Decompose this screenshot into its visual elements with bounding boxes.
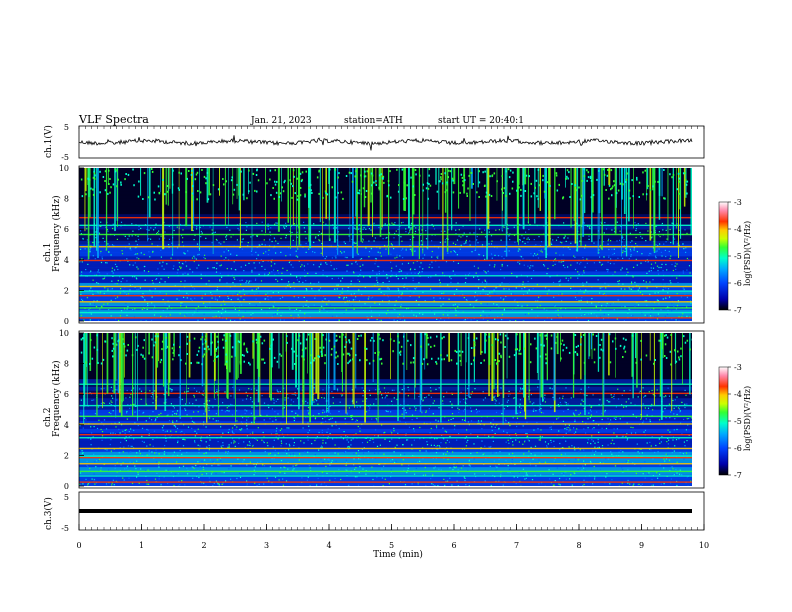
spec-ytick: 10 (59, 329, 69, 338)
ch2-spec-ylabel: Frequency (kHz) (51, 360, 62, 437)
ch2-spec-chlabel: ch.2 (43, 408, 53, 427)
ch1-spec-chlabel: ch.1 (43, 243, 53, 262)
x-tick-label: 8 (576, 541, 581, 550)
spec-ytick: 8 (64, 195, 69, 204)
ch1-waveform-line (79, 135, 693, 151)
colorbar-tick: -4 (734, 390, 742, 399)
colorbar-tick: -6 (734, 444, 742, 453)
ch3-ytick-bottom: -5 (61, 524, 69, 533)
colorbar-tick: -3 (734, 198, 742, 207)
x-tick-label: 6 (451, 541, 456, 550)
ch3-ytick-top: 5 (64, 493, 69, 502)
colorbar-ch2: -3 -4 -5 -6 -7 log(PSD)(V²/Hz) (718, 363, 752, 480)
colorbar-ch1: -3 -4 -5 -6 -7 log(PSD)(V²/Hz) (718, 198, 752, 315)
spec-ytick: 8 (64, 360, 69, 369)
ch1-ytick-top: 5 (64, 123, 69, 132)
x-tick-label: 5 (389, 541, 394, 550)
ch1-ytick-bottom: -5 (61, 153, 69, 162)
x-tick-label: 2 (201, 541, 206, 550)
ch2-spectrogram-image (79, 333, 692, 486)
ch1-waveform-panel: 5 -5 ch.1(V) (43, 123, 705, 162)
date-label: Jan. 21, 2023 (250, 116, 312, 126)
colorbar-tick: -4 (734, 225, 742, 234)
x-tick-label: 4 (326, 541, 331, 550)
spec-ytick: 2 (64, 451, 69, 460)
x-axis: 0 1 2 3 4 5 6 7 8 9 10 (76, 126, 709, 550)
spec-ytick: 0 (64, 317, 69, 326)
x-tick-label: 9 (639, 541, 644, 550)
spec-ytick: 4 (64, 256, 69, 265)
start-time-label: start UT = 20:40:1 (438, 116, 524, 126)
ch2-spectrogram-panel: 0 2 4 6 8 10 ch.2 Frequency (kHz) (43, 329, 705, 491)
ch1-spectrogram-frame (78, 165, 705, 324)
spec-ytick: 2 (64, 286, 69, 295)
ch1-ylabel: ch.1(V) (43, 125, 54, 158)
colorbar-tick: -3 (734, 363, 742, 372)
spec-ytick: 4 (64, 421, 69, 430)
x-tick-label: 7 (514, 541, 519, 550)
figure-title: VLF Spectra (78, 113, 149, 126)
ch3-ylabel: ch.3(V) (43, 497, 54, 530)
ch1-spectrogram-panel: 0 2 4 6 8 10 ch.1 Frequency (kHz) (43, 164, 705, 326)
spec-ytick: 0 (64, 482, 69, 491)
ch3-waveform-line (79, 509, 692, 513)
ch2-spectrogram-frame (78, 330, 705, 489)
spec-ytick: 6 (64, 390, 69, 399)
x-axis-label: Time (min) (373, 549, 423, 560)
colorbar-tick: -5 (734, 417, 742, 426)
colorbar-ch2-label: log(PSD)(V²/Hz) (743, 386, 752, 451)
colorbar-ch2-gradient (718, 366, 729, 476)
colorbar-tick: -7 (734, 471, 742, 480)
colorbar-ch1-label: log(PSD)(V²/Hz) (743, 221, 752, 286)
ch1-spectrogram-image (79, 168, 692, 321)
colorbar-ch1-gradient (718, 201, 729, 311)
spec-ytick: 10 (59, 164, 69, 173)
station-label: station=ATH (344, 116, 403, 126)
x-tick-label: 3 (264, 541, 269, 550)
ch3-waveform-panel: 5 -5 ch.3(V) (43, 491, 705, 533)
x-tick-label: 1 (139, 541, 144, 550)
ch1-spec-ylabel: Frequency (kHz) (51, 195, 62, 272)
x-tick-label: 0 (76, 541, 81, 550)
spec-ytick: 6 (64, 225, 69, 234)
colorbar-tick: -6 (734, 279, 742, 288)
colorbar-tick: -5 (734, 252, 742, 261)
x-tick-label: 10 (699, 541, 709, 550)
colorbar-tick: -7 (734, 306, 742, 315)
